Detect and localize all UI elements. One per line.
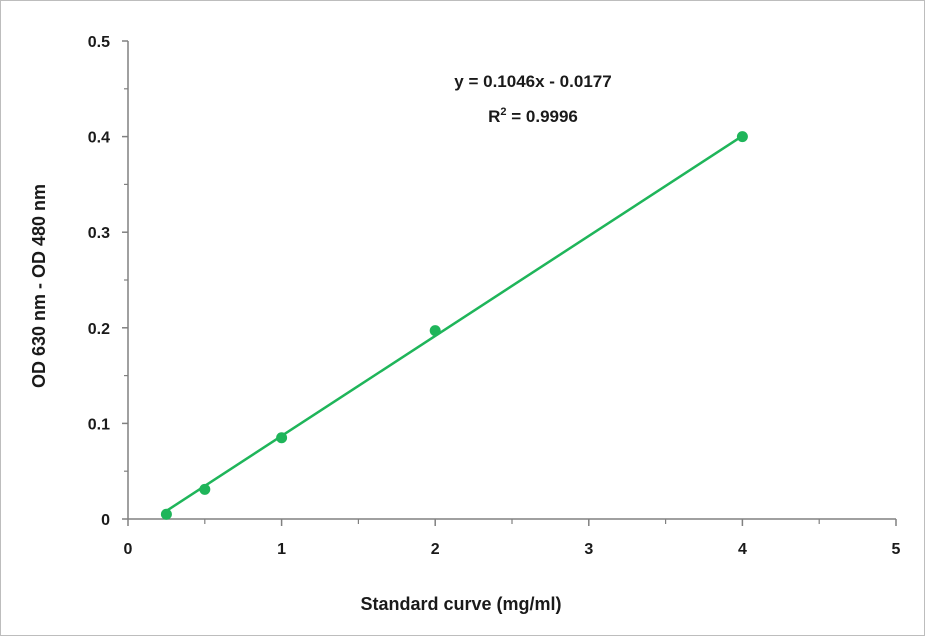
data-point	[160, 508, 172, 520]
x-axis-title: Standard curve (mg/ml)	[360, 594, 561, 614]
y-tick-label: 0.2	[88, 321, 110, 338]
x-tick-label: 5	[892, 541, 901, 558]
y-tick-label: 0.5	[88, 34, 110, 51]
x-tick-label: 2	[431, 541, 440, 558]
y-tick-label: 0.1	[88, 416, 110, 433]
data-points	[160, 131, 748, 520]
data-point	[276, 432, 288, 444]
x-tick-label: 3	[584, 541, 593, 558]
y-ticks: 0 0.1 0.2 0.3 0.4 0.5	[88, 34, 128, 529]
trendline-group	[165, 134, 744, 512]
data-point	[429, 325, 441, 337]
y-axis-title: OD 630 nm - OD 480 nm	[29, 184, 49, 388]
trendline-equation: y = 0.1046x - 0.0177	[454, 72, 611, 91]
data-point	[199, 483, 211, 495]
y-tick-label: 0.3	[88, 225, 110, 242]
x-ticks: 0 1 2 3 4 5	[124, 519, 901, 558]
r-squared-value: = 0.9996	[507, 107, 578, 126]
trendline	[165, 134, 744, 512]
r-squared-prefix: R	[488, 107, 500, 126]
data-point	[736, 131, 748, 143]
x-tick-label: 4	[738, 541, 747, 558]
x-tick-label: 0	[124, 541, 133, 558]
r-squared-superscript: 2	[500, 106, 506, 118]
x-tick-label: 1	[277, 541, 286, 558]
r-squared-label: R2 = 0.9996	[488, 106, 578, 126]
y-tick-label: 0	[101, 512, 110, 529]
y-tick-label: 0.4	[88, 130, 110, 147]
